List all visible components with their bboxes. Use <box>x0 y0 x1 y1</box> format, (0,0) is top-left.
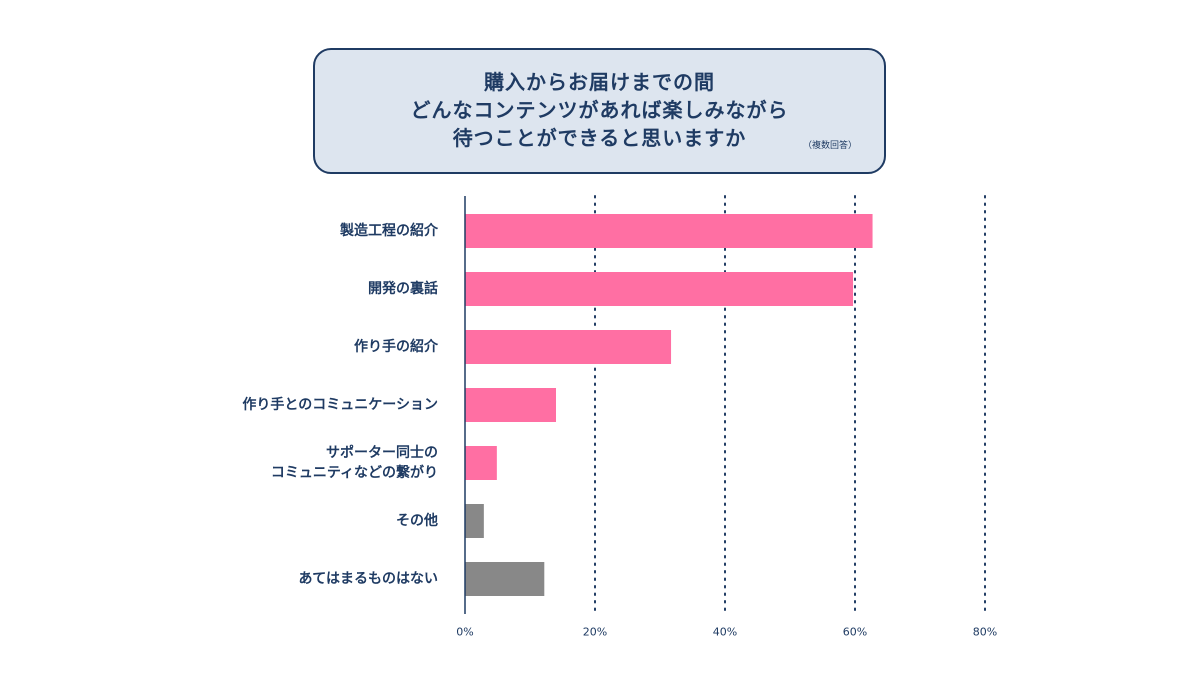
category-label-3: 作り手とのコミュニケーション <box>242 396 438 413</box>
bar-1 <box>465 272 854 306</box>
x-tick-label-80: 80% <box>973 626 997 639</box>
category-label-4-line-0: サポーター同士の <box>326 444 438 461</box>
x-tick-label-40: 40% <box>713 626 737 639</box>
title-line-2: どんなコンテンツがあれば楽しみながら <box>410 98 789 122</box>
x-tick-label-60: 60% <box>843 626 867 639</box>
title-line-1: 購入からお届けまでの間 <box>484 70 715 94</box>
x-tick-label-20: 20% <box>583 626 607 639</box>
bar-2 <box>465 330 672 364</box>
bar-3 <box>465 388 556 422</box>
title-box: 購入からお届けまでの間 どんなコンテンツがあれば楽しみながら 待つことができると… <box>313 48 886 174</box>
category-label-5: その他 <box>396 512 438 529</box>
category-label-4-line-1: コミュニティなどの繋がり <box>271 464 438 481</box>
x-tick-label-0: 0% <box>456 626 473 639</box>
category-label-6: あてはまるものはない <box>299 571 438 587</box>
category-label-1: 開発の裏話 <box>368 280 438 297</box>
bar-0 <box>465 214 873 248</box>
bar-5 <box>465 504 484 538</box>
bar-6 <box>465 562 545 596</box>
category-label-2: 作り手の紹介 <box>354 338 439 355</box>
category-label-0: 製造工程の紹介 <box>339 222 439 239</box>
title-line-3: 待つことができると思いますか <box>452 126 747 150</box>
bar-4 <box>465 446 497 480</box>
title-note: （複数回答） <box>803 141 858 151</box>
